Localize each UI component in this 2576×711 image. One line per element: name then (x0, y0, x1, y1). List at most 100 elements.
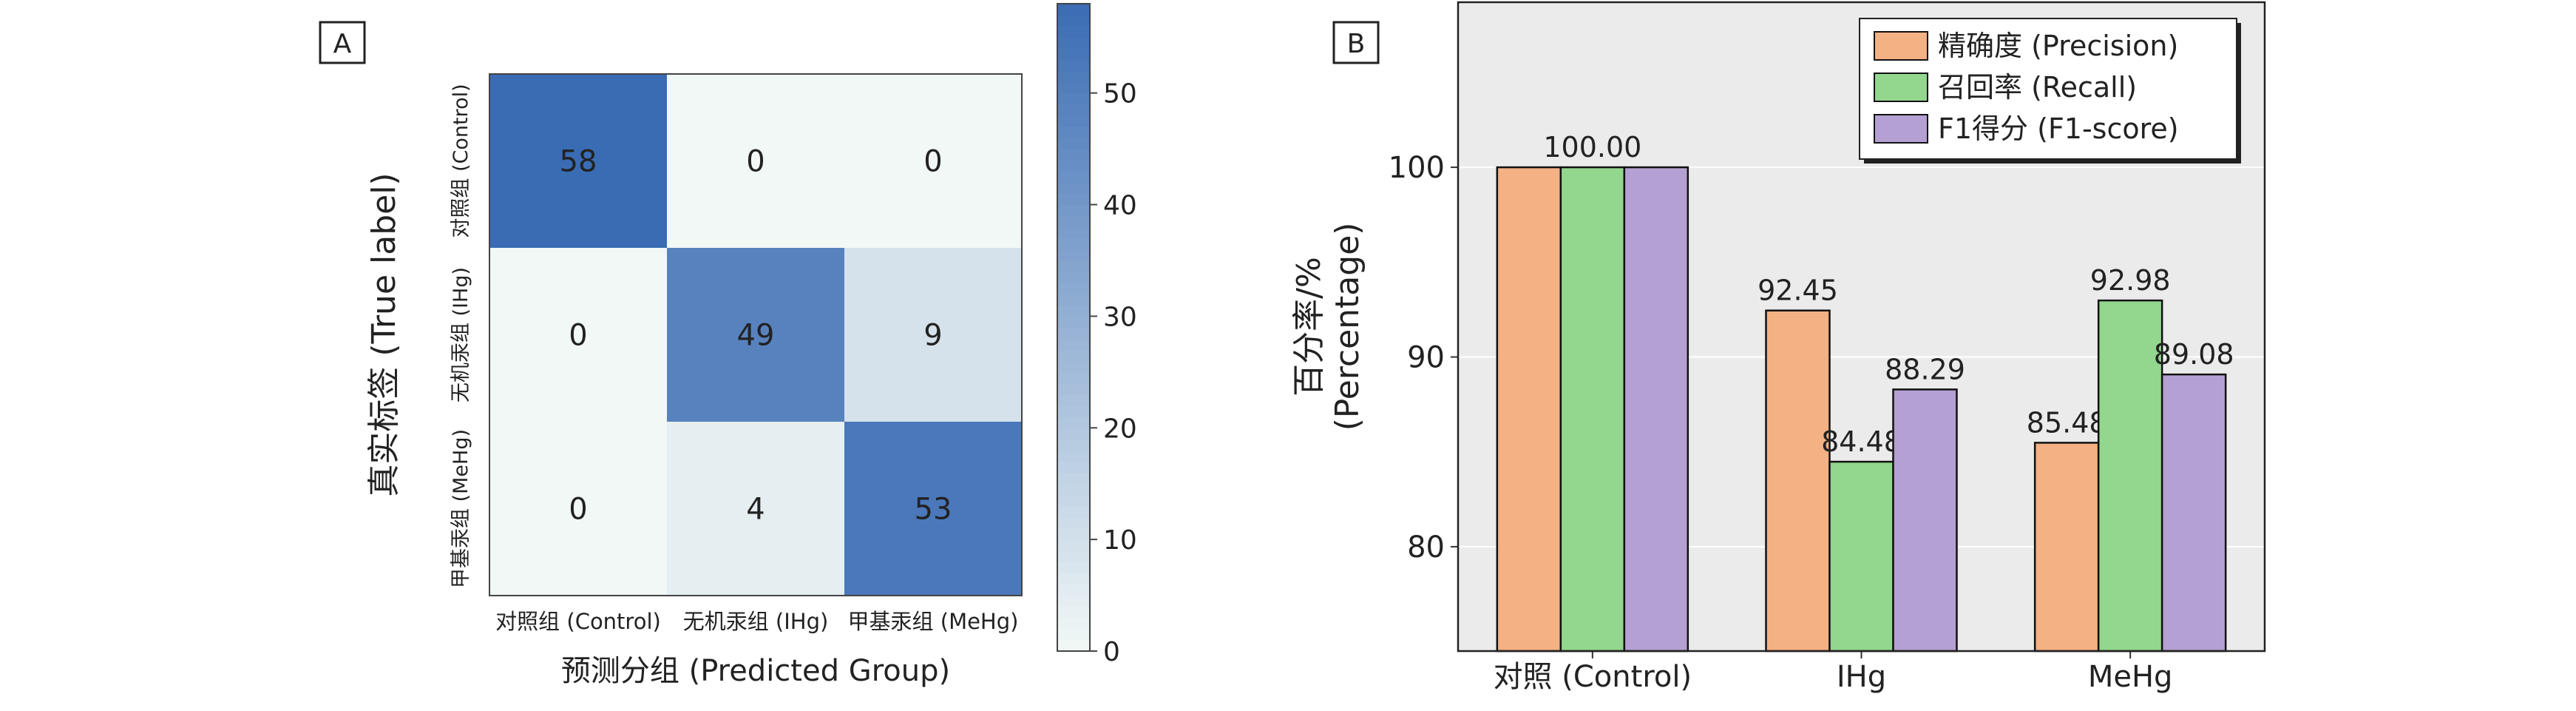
bar (1892, 388, 1958, 653)
colorbar-segment (1057, 4, 1090, 16)
colorbar-segment (1057, 160, 1090, 172)
colorbar-segment (1057, 584, 1090, 596)
heatmap-cell (489, 422, 667, 596)
panel-b-label: B (1332, 21, 1380, 64)
colorbar-segment (1057, 617, 1090, 630)
colorbar-segment (1057, 505, 1090, 518)
heatmap-cell (667, 422, 844, 596)
heatmap-x-tick-label: 甲基汞组 (MeHg) (848, 609, 1019, 634)
heatmap-cell-value: 4 (746, 493, 765, 527)
colorbar-segment (1057, 182, 1090, 195)
colorbar-segment (1057, 115, 1090, 127)
legend-label: F1得分 (F1-score) (1938, 112, 2179, 145)
bar (1559, 166, 1626, 653)
bar-value-label: 88.29 (1885, 353, 1965, 385)
bar-value-label: 100.00 (1543, 131, 1641, 164)
y-tick-label: 80 (1407, 530, 1445, 565)
bar (2097, 299, 2163, 653)
colorbar-segment (1057, 528, 1090, 540)
panel-a-label: A (319, 21, 366, 64)
colorbar-segment (1057, 15, 1090, 27)
y-tick-label: 100 (1389, 151, 1445, 185)
confusion-matrix-heatmap: 58 0 0 0 49 9 0 4 53 对照组 (Control) 无机汞组 (IHg) 甲基汞组 … (365, 3, 1137, 688)
colorbar-segment (1057, 92, 1090, 105)
colorbar-segment (1057, 138, 1090, 149)
colorbar-segment (1057, 237, 1090, 250)
colorbar-segment (1057, 338, 1090, 351)
colorbar-segment (1057, 26, 1090, 38)
colorbar-tick-label: 50 (1103, 79, 1137, 109)
colorbar-frame (1057, 3, 1091, 652)
colorbar-segment (1057, 305, 1090, 317)
colorbar-segment (1057, 327, 1090, 340)
heatmap-cell (489, 74, 667, 248)
heatmap-cell (489, 248, 667, 422)
colorbar-segment (1057, 450, 1090, 462)
heatmap-x-tick-label: 对照组 (Control) (495, 609, 661, 634)
colorbar-segment (1057, 349, 1090, 362)
bar-value-label: 89.08 (2154, 338, 2234, 371)
colorbar-segment (1057, 371, 1090, 384)
heatmap-cell (667, 74, 844, 248)
colorbar-segment (1057, 37, 1090, 49)
metrics-bar-chart: 80 90 100 100.00 对照 (Control) 92.45 84.48 88.29… (1290, 1, 2266, 694)
colorbar-segment (1057, 260, 1090, 272)
x-tick-label: MeHg (2088, 660, 2173, 694)
colorbar-segment (1057, 494, 1090, 507)
colorbar-segment (1057, 70, 1090, 83)
heatmap-y-tick-label: 甲基汞组 (MeHg) (450, 429, 472, 588)
colorbar-segment (1057, 360, 1090, 373)
colorbar-segment (1057, 283, 1090, 294)
colorbar-segment (1057, 126, 1090, 138)
heatmap-cell-value: 9 (923, 319, 942, 353)
colorbar-segment (1057, 562, 1090, 573)
y-axis-label-line: 百分率/% (1290, 257, 1328, 397)
colorbar-segment (1057, 394, 1090, 406)
colorbar-segment (1057, 639, 1090, 652)
legend-swatch (1874, 73, 1928, 102)
bar (2160, 373, 2227, 653)
colorbar-segment (1057, 573, 1090, 585)
heatmap-cell-value: 0 (569, 319, 587, 353)
colorbar-segment (1057, 149, 1090, 161)
heatmap-y-tick-label: 无机汞组 (IHg) (450, 267, 472, 402)
colorbar-tick-label: 30 (1103, 302, 1137, 332)
heatmap-y-axis-label: 真实标签 (True label) (365, 172, 403, 496)
bar (1765, 309, 1831, 653)
bar (2033, 442, 2100, 653)
colorbar-segment (1057, 59, 1090, 72)
legend-label: 精确度 (Precision) (1938, 30, 2178, 62)
colorbar-segment (1057, 405, 1090, 417)
colorbar-segment (1057, 461, 1090, 474)
colorbar-segment (1057, 316, 1090, 328)
legend-swatch (1874, 31, 1928, 61)
svg-text:A: A (333, 29, 352, 59)
heatmap-cell-value: 0 (569, 493, 587, 527)
heatmap-cell-value: 58 (560, 145, 597, 179)
heatmap-cell-value: 0 (923, 145, 942, 179)
colorbar-segment (1057, 104, 1090, 116)
colorbar-segment (1057, 383, 1090, 395)
colorbar-segment (1057, 81, 1090, 94)
heatmap-cell (667, 248, 844, 422)
heatmap-cell-value: 0 (746, 145, 765, 179)
colorbar-segment (1057, 294, 1090, 306)
colorbar-segment (1057, 606, 1090, 619)
heatmap-y-tick-label: 对照组 (Control) (450, 84, 472, 237)
colorbar: 0 10 20 30 40 50 (1057, 3, 1137, 667)
colorbar-segment (1057, 215, 1090, 228)
x-tick-label: 对照 (Control) (1494, 660, 1692, 694)
heatmap-x-tick-label: 无机汞组 (IHg) (683, 609, 829, 634)
heatmap-cell (844, 422, 1022, 596)
colorbar-segment (1057, 483, 1090, 496)
bar-value-label: 92.45 (1758, 274, 1838, 307)
y-axis-label-line: (Percentage) (1329, 223, 1366, 431)
colorbar-segment (1057, 249, 1090, 261)
heatmap-x-axis-label: 预测分组 (Predicted Group) (561, 654, 950, 688)
colorbar-segment (1057, 595, 1090, 607)
y-axis-label: 百分率/% (Percentage) (1290, 223, 1366, 431)
legend-swatch (1874, 114, 1928, 144)
colorbar-segment (1057, 48, 1090, 61)
bar-value-label: 85.48 (2027, 406, 2107, 439)
